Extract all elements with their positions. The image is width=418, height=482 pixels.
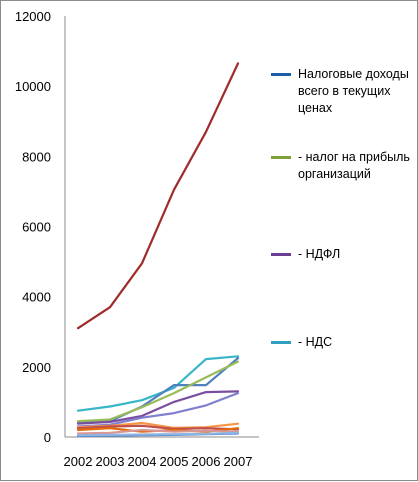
y-tick-label: 4000 xyxy=(22,290,51,305)
series-layer xyxy=(76,62,240,437)
x-tick-label: 2005 xyxy=(160,454,189,469)
y-tick-label: 8000 xyxy=(22,149,51,164)
x-tick-label: 2003 xyxy=(96,454,125,469)
series-line-5 xyxy=(76,390,240,425)
x-tick-label: 2006 xyxy=(192,454,221,469)
legend-swatch-tax-revenue-total xyxy=(271,73,291,76)
series-line-10 xyxy=(76,428,240,435)
x-tick-label: 2004 xyxy=(128,454,157,469)
legend-swatch-profit-tax xyxy=(271,156,291,159)
legend-label-personal-income-tax: - НДФЛ xyxy=(298,247,341,261)
legend-swatch-personal-income-tax xyxy=(271,253,291,256)
series-line-2 xyxy=(76,355,240,412)
series-line-1 xyxy=(76,62,240,330)
series-line-3 xyxy=(76,357,240,424)
x-tick-label: 2007 xyxy=(224,454,253,469)
legend-label-tax-revenue-total: Налоговые доходы всего в текущих ценах xyxy=(298,67,409,115)
y-tick-label: 10000 xyxy=(15,79,51,94)
legend-label-vat: - НДС xyxy=(298,335,333,349)
legend-swatch-vat xyxy=(271,341,291,344)
x-tick-label: 2002 xyxy=(64,454,93,469)
y-tick-label: 0 xyxy=(44,430,51,445)
series-line-12 xyxy=(76,431,240,437)
y-tick-label: 12000 xyxy=(15,9,51,24)
y-tick-label: 6000 xyxy=(22,220,51,235)
legend-label-profit-tax: - налог на прибыль организаций xyxy=(298,150,410,181)
y-tick-label: 2000 xyxy=(22,360,51,375)
series-line-4 xyxy=(76,360,240,423)
series-line-8 xyxy=(76,424,240,431)
